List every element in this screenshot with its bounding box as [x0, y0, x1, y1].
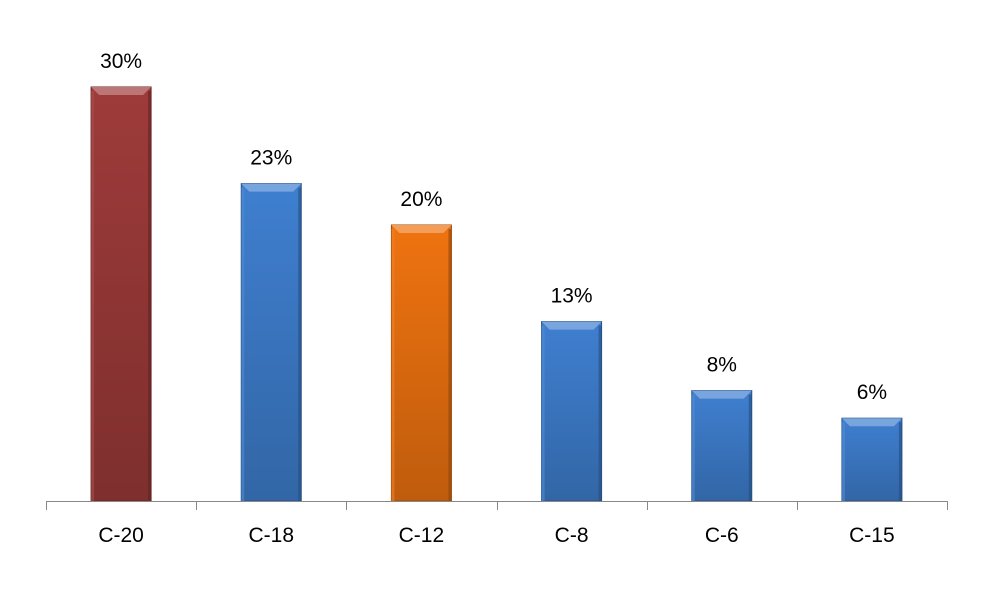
- x-tick-label: C-12: [399, 524, 445, 547]
- data-label: 6%: [857, 381, 887, 404]
- bar-C-12: [390, 224, 452, 502]
- x-tick-label: C-6: [705, 524, 739, 547]
- data-label: 8%: [707, 354, 737, 377]
- data-label: 13%: [551, 285, 593, 308]
- bar-C-6: [691, 390, 753, 502]
- data-label: 20%: [400, 188, 442, 211]
- bar-C-18: [240, 183, 302, 502]
- bar-C-20: [90, 86, 152, 502]
- x-tick-label: C-18: [248, 524, 294, 547]
- data-label: 23%: [250, 147, 292, 170]
- bars: [90, 86, 903, 502]
- x-axis: [46, 501, 948, 510]
- data-label: 30%: [100, 50, 142, 73]
- x-tick-label: C-8: [555, 524, 589, 547]
- x-tick-label: C-20: [98, 524, 144, 547]
- x-tick-label: C-15: [849, 524, 895, 547]
- bar-C-8: [541, 321, 603, 502]
- bar-C-15: [841, 417, 903, 502]
- labels: 30% C-20 23% C-18 20% C-12 13% C-8 8% C-6 6% C-15: [98, 50, 894, 547]
